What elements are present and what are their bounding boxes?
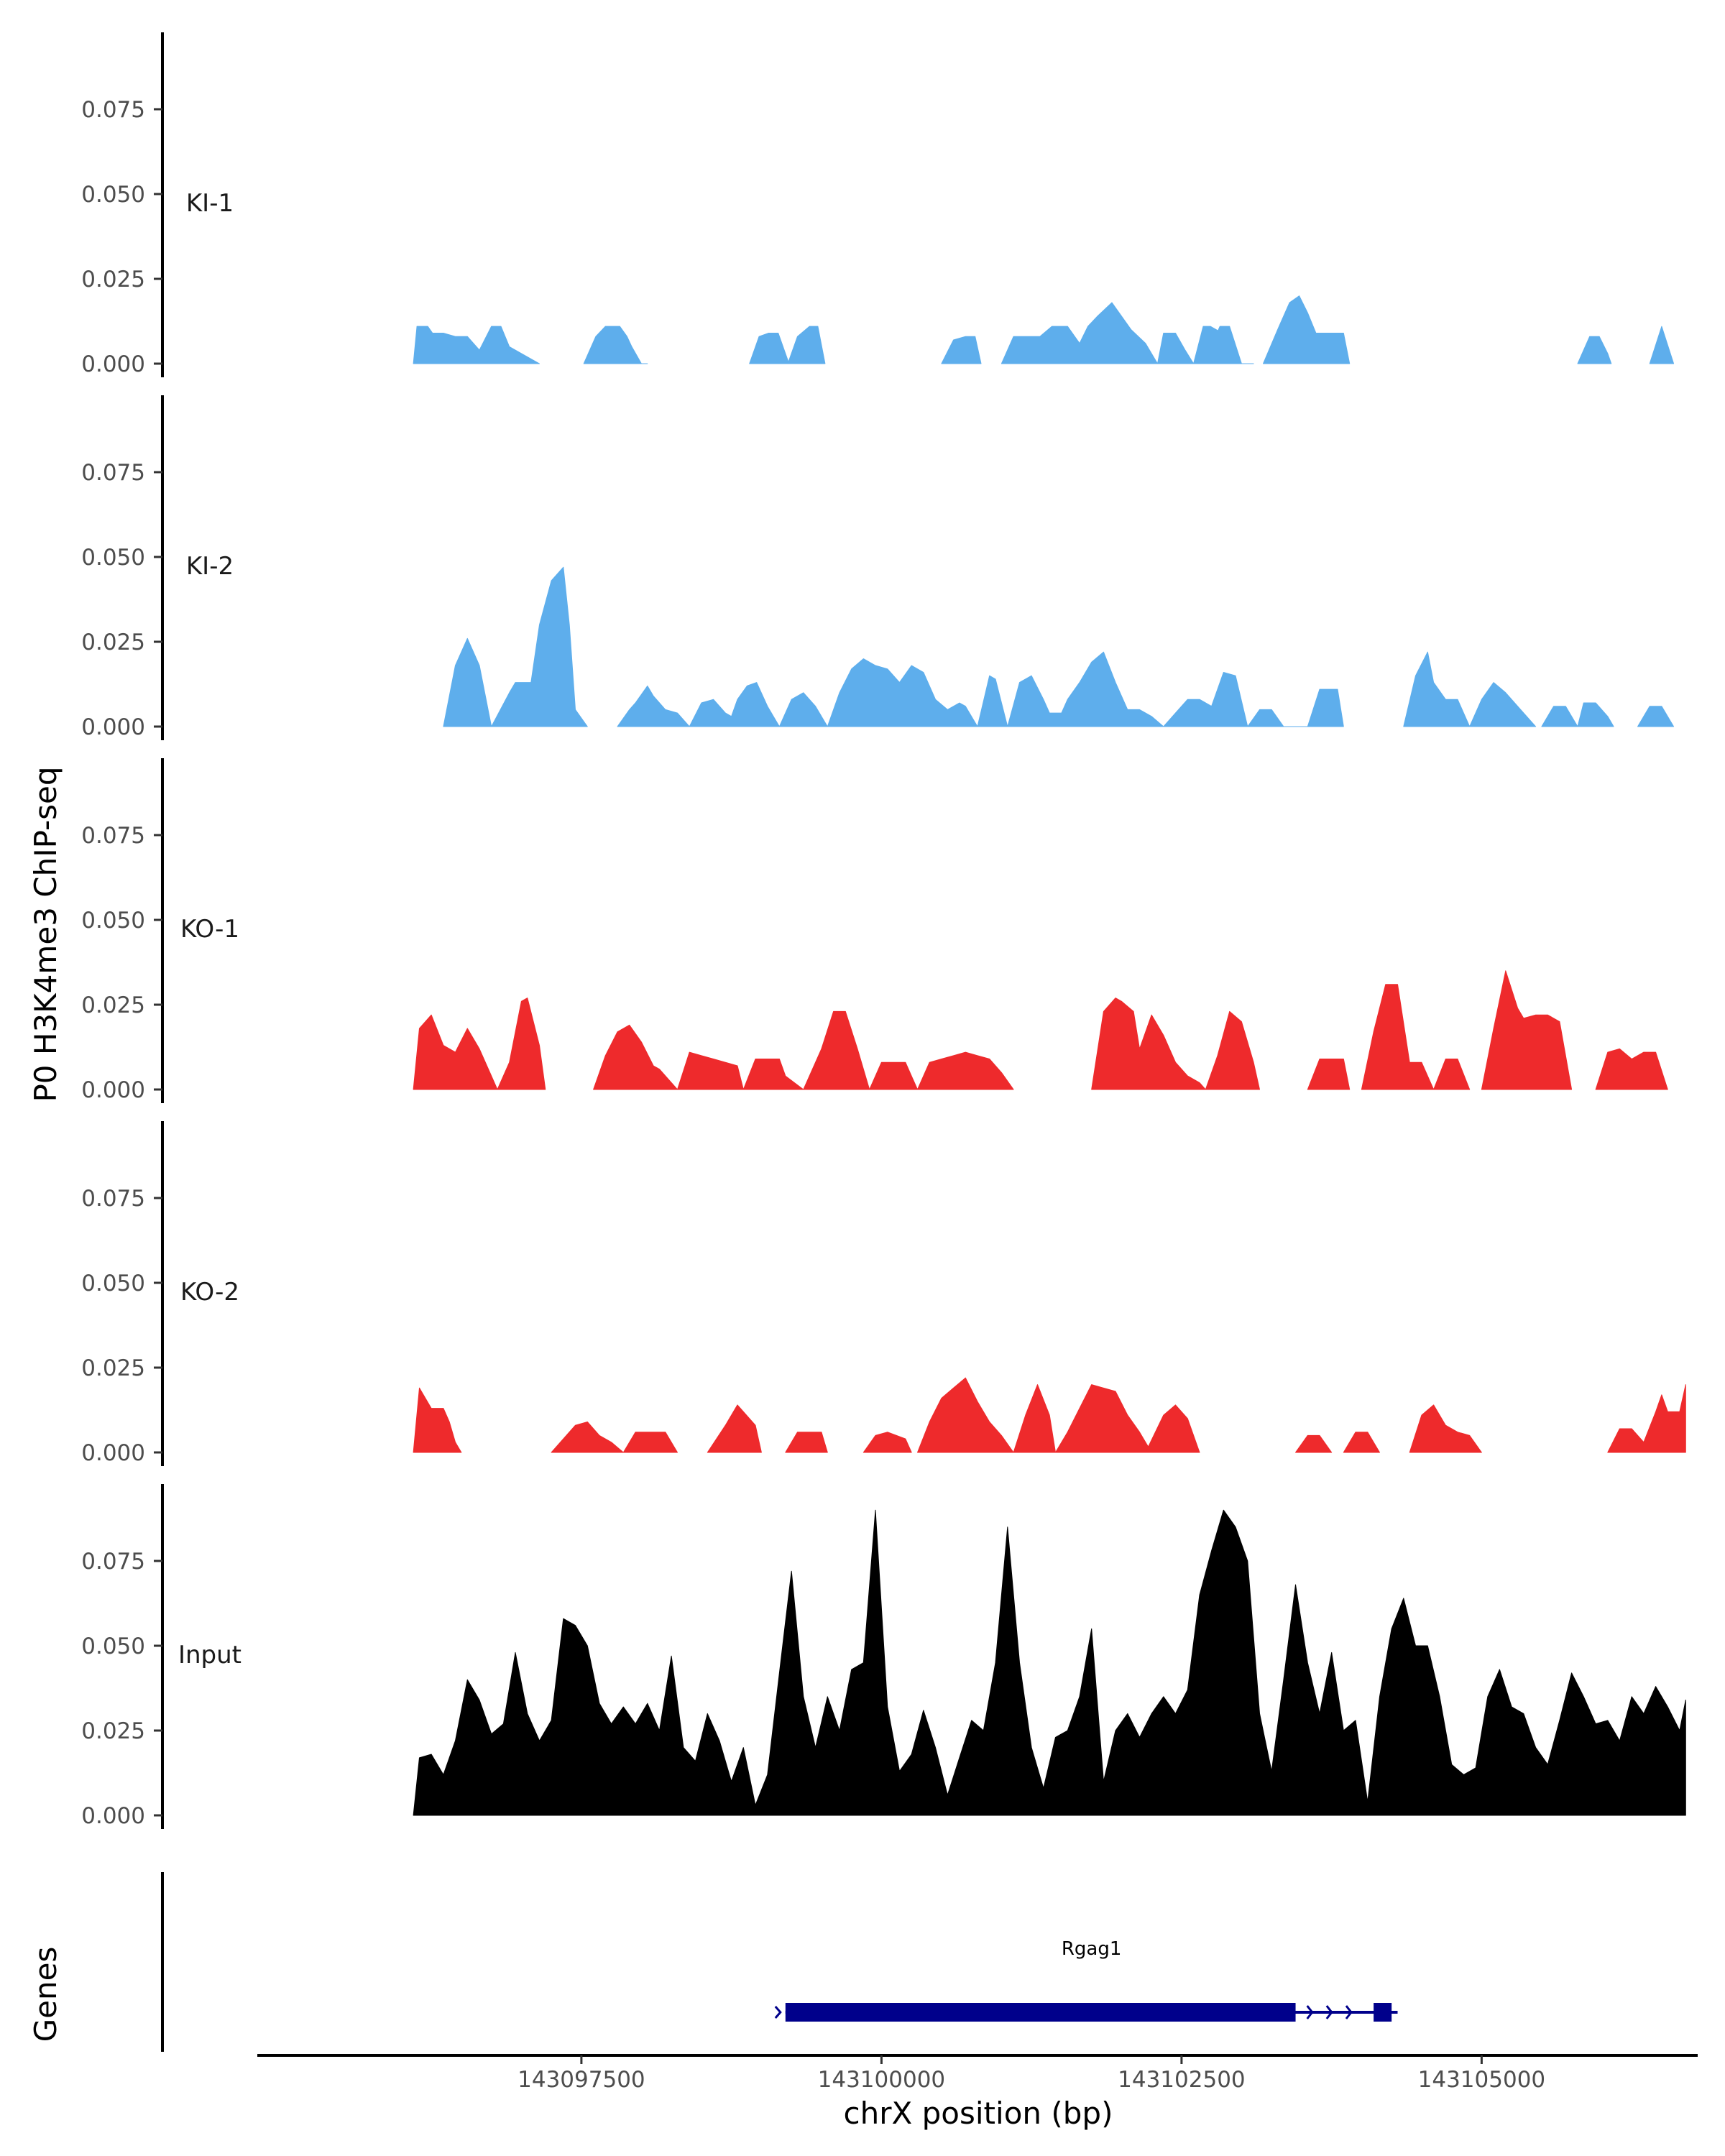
peak-area [1263,295,1351,364]
peak-area [941,336,982,364]
peak-area [1595,1048,1668,1090]
x-axis-title: chrX position (bp) [844,2096,1113,2131]
peak-area [617,682,828,727]
strand-arrow [1306,2005,1314,2019]
y-tick-label: 0.075 [81,823,145,849]
y-tick-label: 0.000 [81,1440,145,1466]
gene-track: Rgag1 [161,1872,1398,2052]
peak-area [1091,998,1206,1090]
peak-area [1433,1059,1471,1090]
peak-area [1637,706,1675,727]
peak-area [785,1432,828,1453]
peak-area [551,1422,624,1453]
y-tick-label: 0.000 [81,351,145,377]
y-axis-title: P0 H3K4me3 ChIP-seq [28,766,63,1102]
track-label: KI-1 [186,189,234,218]
strand-arrow [1325,2005,1333,2019]
peak-area [413,1387,462,1453]
y-tick-label: 0.075 [81,1549,145,1575]
track-input: 0.000 0.025 0.050 0.075 Input [81,1484,1686,1829]
track-label: KO-1 [180,915,239,944]
peak-area [1343,1432,1380,1453]
y-tick-label: 0.050 [81,182,145,208]
peak-area [622,1432,678,1453]
peak-area [1013,1384,1056,1453]
peak-area [869,1061,918,1090]
track-ki-2: 0.000 0.025 0.050 0.075 KI-2 [81,395,1675,740]
y-tick-label: 0.025 [81,267,145,292]
peak-area [1295,1434,1333,1453]
x-tick-label: 143102500 [1118,2067,1246,2093]
peak-area [1361,984,1435,1090]
peak-area [1205,1010,1260,1090]
peak-area [593,1024,678,1090]
peak-area [749,333,790,364]
peak-area [917,1051,1014,1090]
track-ko-2: 0.000 0.025 0.050 0.075 KO-2 [81,1121,1686,1466]
peak-area [677,1051,744,1090]
tracks-layer: 0.0000.0250.0500.075KI-10.0000.0250.0500… [81,32,1686,1829]
x-axis: 143097500 143100000 143102500 143105000 [257,2054,1698,2093]
y-tick-label: 0.075 [81,1186,145,1212]
y-tick-label: 0.025 [81,1718,145,1744]
peak-area [497,998,546,1090]
peak-area [1481,970,1573,1090]
peak-area [1577,336,1612,364]
track-label: Input [178,1641,242,1669]
peak-area [413,326,540,364]
y-tick-label: 0.050 [81,908,145,934]
peak-area [917,1377,1014,1453]
y-tick-label: 0.050 [81,1634,145,1659]
genes-axis-title: Genes [28,1947,63,2042]
peak-area [413,1014,498,1090]
track-ko-1: 0.000 0.025 0.050 0.075 KO-1 [81,758,1668,1103]
y-tick-label: 0.000 [81,1803,145,1829]
y-tick-label: 0.050 [81,545,145,571]
peak-area [862,1432,912,1453]
y-tick-label: 0.000 [81,1077,145,1103]
x-tick-label: 143100000 [818,2067,946,2093]
peak-area [1307,1059,1351,1090]
y-tick-label: 0.000 [81,714,145,740]
x-tick-label: 143105000 [1418,2067,1546,2093]
peak-area [583,326,648,364]
peak-area [827,651,1333,727]
peak-area [1403,651,1537,727]
peak-area [803,1010,870,1090]
y-tick-label: 0.050 [81,1271,145,1296]
track-label: KI-2 [186,552,234,581]
peak-area [1145,1404,1200,1453]
strand-arrow [1345,2005,1353,2019]
gene-exon [1374,2003,1392,2022]
peak-area [443,637,492,727]
peak-area [1541,702,1614,727]
track-ki-1: 0.000 0.025 0.050 0.075 KI-1 [81,32,1675,377]
peak-area [742,1059,804,1090]
y-tick-label: 0.025 [81,630,145,655]
y-tick-label: 0.075 [81,460,145,486]
track-label: KO-2 [180,1278,239,1307]
strand-arrow [774,2006,782,2019]
peak-area [787,326,826,364]
peak-area [1607,1384,1686,1453]
gene-rgag1: Rgag1 [774,1938,1398,2022]
gene-exon [785,2003,1296,2022]
peak-area [1307,688,1344,727]
peak-area [413,1509,1686,1816]
peak-area [707,1404,762,1453]
y-tick-label: 0.025 [81,1355,145,1381]
peak-area [491,566,588,727]
peak-area [1055,1384,1152,1453]
y-tick-label: 0.025 [81,992,145,1018]
x-tick-label: 143097500 [518,2067,645,2093]
y-tick-label: 0.075 [81,97,145,123]
peak-area [1649,326,1675,364]
peak-area [1409,1404,1482,1453]
peak-area [1202,326,1242,364]
gene-label: Rgag1 [1062,1938,1122,1960]
